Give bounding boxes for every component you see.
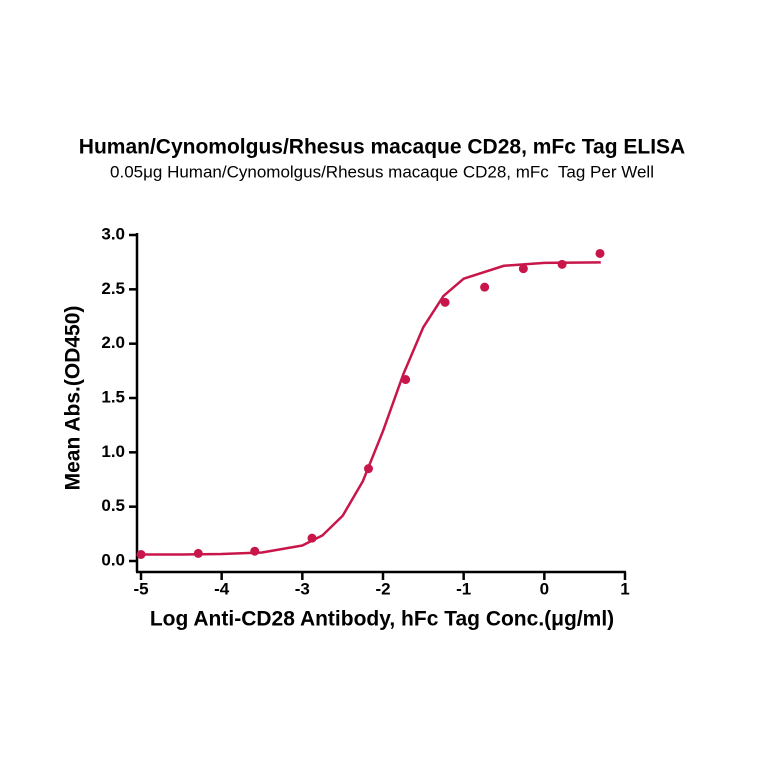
data-point xyxy=(250,546,260,556)
x-tick-label: -2 xyxy=(375,579,390,598)
y-tick-label: 0.5 xyxy=(101,496,125,515)
data-point xyxy=(595,248,605,258)
x-axis-label: Log Anti-CD28 Antibody, hFc Tag Conc.(μg… xyxy=(150,608,614,631)
chart-title: Human/Cynomolgus/Rhesus macaque CD28, mF… xyxy=(79,136,685,159)
data-point xyxy=(480,282,490,292)
data-point xyxy=(440,297,450,307)
x-tick-label: 0 xyxy=(540,579,549,598)
y-tick-label: 3.0 xyxy=(101,224,125,243)
y-tick-label: 2.5 xyxy=(101,279,125,298)
y-tick-label: 2.0 xyxy=(101,333,125,352)
x-tick-label: -4 xyxy=(214,579,230,598)
data-point xyxy=(557,259,567,269)
y-tick-label: 1.0 xyxy=(101,442,125,461)
x-tick-label: -5 xyxy=(133,579,148,598)
y-tick-label: 1.5 xyxy=(101,387,125,406)
chart-subtitle: 0.05μg Human/Cynomolgus/Rhesus macaque C… xyxy=(110,162,654,181)
x-tick-label: 1 xyxy=(620,579,629,598)
data-point xyxy=(518,264,528,274)
fit-curve xyxy=(141,261,601,556)
x-tick-label: -3 xyxy=(295,579,310,598)
y-tick-label: 0.0 xyxy=(101,550,125,569)
y-axis-label: Mean Abs.(OD450) xyxy=(62,306,85,491)
x-tick-label: -1 xyxy=(456,579,471,598)
